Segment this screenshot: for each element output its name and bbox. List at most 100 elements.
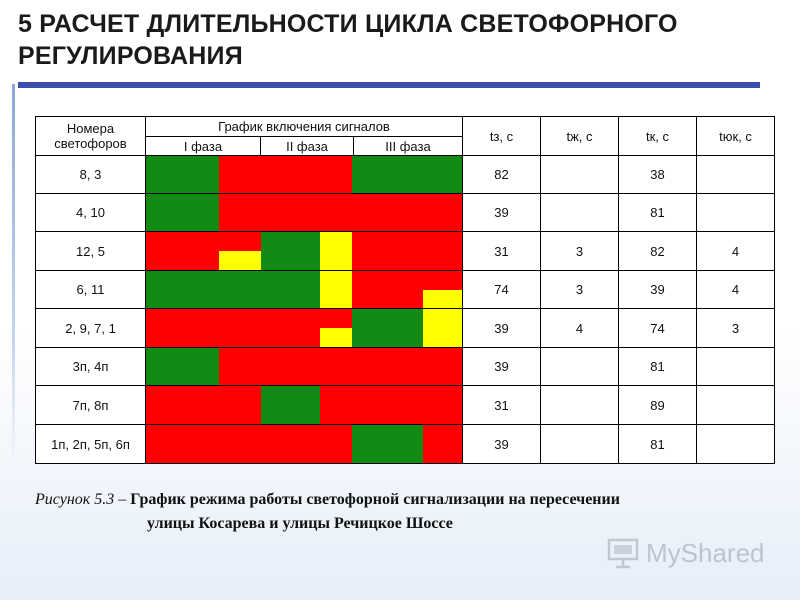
header-phase-2: II фаза xyxy=(261,137,354,156)
caption-main-line2: улицы Косарева и улицы Речицкое Шоссе xyxy=(147,515,453,532)
cell-tzh: 3 xyxy=(541,271,619,309)
header-tyuk: tюк, с xyxy=(697,117,775,156)
title-underline xyxy=(18,82,760,88)
signal-red xyxy=(219,194,462,231)
signal-green xyxy=(146,348,219,385)
row-label: 6, 11 xyxy=(36,271,146,309)
schedule-right-border xyxy=(462,194,463,232)
signal-yellow xyxy=(320,271,352,308)
signal-green xyxy=(352,156,462,193)
signal-red xyxy=(423,425,462,463)
cell-tzh xyxy=(541,386,619,425)
cell-tz: 82 xyxy=(463,156,541,194)
cell-tk: 82 xyxy=(619,232,697,271)
cell-tyuk xyxy=(697,425,775,464)
row-label: 12, 5 xyxy=(36,232,146,271)
caption-main-line1: График режима работы светофорной сигнали… xyxy=(130,491,620,508)
cell-tzh: 4 xyxy=(541,309,619,348)
header-phase-1: I фаза xyxy=(146,137,261,156)
schedule-row-border xyxy=(146,347,463,348)
schedule-row-border xyxy=(146,385,463,386)
cell-tzh xyxy=(541,348,619,386)
header-phase-3: III фаза xyxy=(354,137,463,156)
schedule-row-border xyxy=(146,424,463,425)
watermark-text: MyShared xyxy=(646,537,765,568)
figure-caption: Рисунок 5.3 – График режима работы свето… xyxy=(35,488,775,536)
cell-tyuk: 4 xyxy=(697,232,775,271)
presentation-icon xyxy=(607,538,639,569)
cell-tz: 39 xyxy=(463,425,541,464)
cell-tk: 81 xyxy=(619,348,697,386)
watermark-logo: MyShared xyxy=(606,535,765,571)
schedule-right-border xyxy=(462,232,463,271)
cell-tzh xyxy=(541,194,619,232)
cell-tyuk xyxy=(697,348,775,386)
table-border-top xyxy=(35,116,775,117)
cell-tyuk: 4 xyxy=(697,271,775,309)
cell-tyuk: 3 xyxy=(697,309,775,348)
signal-red xyxy=(352,232,462,270)
cell-tz: 39 xyxy=(463,348,541,386)
caption-lead: Рисунок 5.3 – xyxy=(35,491,131,508)
signal-red xyxy=(219,156,352,193)
schedule-row-border xyxy=(146,193,463,194)
schedule-right-border xyxy=(462,271,463,309)
cell-tk: 39 xyxy=(619,271,697,309)
cell-tyuk xyxy=(697,156,775,194)
row-label: 8, 3 xyxy=(36,156,146,194)
table-border-left xyxy=(35,116,36,464)
schedule-right-border xyxy=(462,156,463,194)
cell-tyuk xyxy=(697,194,775,232)
cell-tz: 39 xyxy=(463,194,541,232)
cell-tzh xyxy=(541,156,619,194)
cell-tzh: 3 xyxy=(541,232,619,271)
header-numbers-cell: Номера светофоров xyxy=(36,117,146,156)
schedule-row-border xyxy=(146,463,463,464)
slide-title: 5 РАСЧЕТ ДЛИТЕЛЬНОСТИ ЦИКЛА СВЕТОФОРНОГО… xyxy=(18,10,678,70)
signal-schedule-table: Номера светофоров График включения сигна… xyxy=(35,116,775,464)
decorative-side-line xyxy=(12,84,15,464)
signal-green xyxy=(146,194,219,231)
cell-tyuk xyxy=(697,386,775,425)
header-numbers-line2: светофоров xyxy=(54,136,127,151)
header-tz: tз, с xyxy=(463,117,541,156)
schedule-right-border xyxy=(462,386,463,425)
signal-yellow xyxy=(320,232,352,270)
cell-tz: 39 xyxy=(463,309,541,348)
row-label: 1п, 2п, 5п, 6п xyxy=(36,425,146,464)
header-numbers-line1: Номера xyxy=(66,121,115,136)
signal-green xyxy=(352,425,423,463)
cell-tk: 38 xyxy=(619,156,697,194)
schedule-right-border xyxy=(462,348,463,386)
cell-tk: 81 xyxy=(619,425,697,464)
signal-red xyxy=(219,348,462,385)
signal-red xyxy=(320,386,462,424)
schedule-row-border xyxy=(146,308,463,309)
row-label: 7п, 8п xyxy=(36,386,146,425)
cell-tk: 81 xyxy=(619,194,697,232)
schedule-right-border xyxy=(462,425,463,464)
schedule-row-border xyxy=(146,270,463,271)
schedule-right-border xyxy=(462,309,463,348)
header-tk: tк, с xyxy=(619,117,697,156)
signal-red xyxy=(146,386,261,424)
header-schedule: График включения сигналов xyxy=(146,117,463,137)
row-label: 4, 10 xyxy=(36,194,146,232)
signal-yellow xyxy=(423,309,462,347)
cell-tz: 31 xyxy=(463,386,541,425)
cell-tz: 31 xyxy=(463,232,541,271)
signal-red xyxy=(146,425,352,463)
signal-green xyxy=(261,232,320,270)
signal-green xyxy=(146,271,320,308)
row-label: 3п, 4п xyxy=(36,348,146,386)
row-label: 2, 9, 7, 1 xyxy=(36,309,146,348)
signal-yellow xyxy=(219,251,261,270)
signal-yellow xyxy=(423,290,462,308)
header-tzh: tж, с xyxy=(541,117,619,156)
schedule-row-border xyxy=(146,231,463,232)
cell-tk: 74 xyxy=(619,309,697,348)
cell-tzh xyxy=(541,425,619,464)
caption-line-1: Рисунок 5.3 – График режима работы свето… xyxy=(35,488,775,512)
cell-tz: 74 xyxy=(463,271,541,309)
cell-tk: 89 xyxy=(619,386,697,425)
